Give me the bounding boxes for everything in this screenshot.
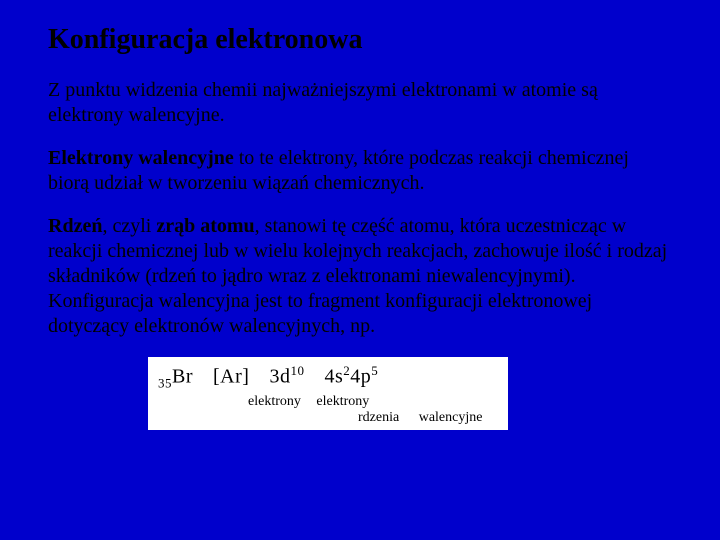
label-elektrony-1: elektrony [248,394,301,410]
para3-bold-1: Rdzeń [48,215,102,237]
para3-bold-2: zrąb atomu [156,215,254,237]
subshell-1-sup: 10 [290,363,304,378]
label-elektrony-2: elektrony [316,394,369,410]
formula-labels-row2: rdzenia walencyjne [158,410,498,426]
paragraph-2: Elektrony walencyjne to te elektrony, kt… [48,146,672,196]
atomic-number: 35 [158,376,172,391]
subshell-3-sup: 5 [371,363,378,378]
subshell-1-base: 3d [269,366,290,388]
paragraph-3: Rdzeń, czyli zrąb atomu, stanowi tę częś… [48,214,672,339]
subshell-3-base: 4p [350,366,371,388]
core-config: [Ar] [213,366,249,388]
paragraph-1: Z punktu widzenia chemii najważniejszymi… [48,78,672,128]
para3-mid-1: , czyli [102,215,156,237]
label-rdzenia: rdzenia [358,410,399,426]
element-symbol: Br [172,366,193,388]
formula-box: 35Br[Ar]3d104s24p5 elektrony elektrony r… [148,357,508,430]
subshell-2-base: 4s [324,366,343,388]
label-walencyjne: walencyjne [419,410,483,426]
formula-expression: 35Br[Ar]3d104s24p5 [158,363,498,392]
para2-bold: Elektrony walencyjne [48,147,234,169]
formula-labels-row1: elektrony elektrony [158,394,498,410]
slide-title: Konfiguracja elektronowa [48,24,672,56]
